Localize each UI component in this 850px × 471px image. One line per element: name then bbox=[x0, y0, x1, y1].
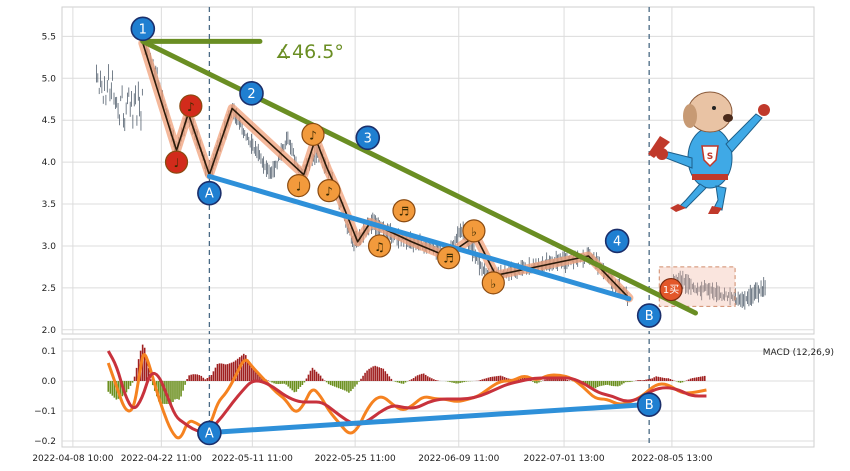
mascot-belt bbox=[692, 174, 728, 180]
wave-badge-label: B bbox=[645, 309, 654, 324]
wave-badge bbox=[130, 16, 156, 42]
mascot-emblem-shield bbox=[701, 145, 719, 168]
note-marker bbox=[301, 122, 325, 147]
macd-badges: AB bbox=[197, 392, 662, 446]
note-marker bbox=[317, 179, 341, 203]
note-markers: ♩ ♪ ♩ ♪ ♪ ♫ ♬ ♬ ♭ ♭ 1买 bbox=[164, 94, 683, 302]
wave-badge-label: 3 bbox=[364, 131, 372, 146]
note-marker-label: ♫ bbox=[374, 240, 385, 254]
x-tick-label: 2022-04-08 10:00 bbox=[32, 454, 113, 464]
note-marker-label: ♪ bbox=[325, 185, 333, 199]
note-marker bbox=[462, 219, 486, 243]
wave-badge-label: 4 bbox=[613, 234, 621, 249]
note-marker bbox=[392, 199, 416, 223]
superhero-dog-icon: S bbox=[648, 91, 770, 214]
wave-badge bbox=[355, 125, 381, 151]
buy-marker bbox=[659, 277, 683, 302]
mascot-nose bbox=[723, 114, 733, 122]
wave-badge bbox=[604, 228, 630, 254]
note-marker-label: ♩ bbox=[296, 180, 302, 194]
note-marker-label: ♪ bbox=[309, 128, 317, 142]
mascot-boot-right bbox=[708, 206, 722, 214]
trend-line bbox=[140, 38, 698, 316]
wave-badge-label: 1 bbox=[139, 22, 147, 37]
macd-badge bbox=[197, 420, 222, 446]
price-ytick-label: 2.5 bbox=[42, 284, 56, 294]
macd-ytick-label: 0.1 bbox=[42, 347, 56, 357]
macd-fast-line bbox=[106, 353, 707, 440]
note-marker bbox=[179, 94, 203, 118]
macd-trend-line bbox=[206, 401, 652, 436]
wave-badges: 1 2 3 4 A B bbox=[130, 16, 662, 328]
note-marker-label: ♭ bbox=[490, 277, 496, 291]
price-ytick-label: 3.0 bbox=[42, 242, 57, 252]
wave-badge bbox=[239, 81, 264, 106]
macd-histogram bbox=[107, 344, 706, 404]
macd-badge bbox=[636, 392, 662, 418]
note-marker-label: ♪ bbox=[187, 100, 195, 114]
price-ytick-label: 4.5 bbox=[42, 116, 56, 126]
wave-badge-label: 2 bbox=[247, 87, 255, 102]
note-marker bbox=[287, 173, 311, 198]
macd-ytick-label: 0.0 bbox=[42, 377, 57, 387]
x-tick-label: 2022-05-11 11:00 bbox=[212, 454, 293, 464]
price-ytick-label: 2.0 bbox=[42, 326, 57, 336]
macd-legend: MACD (12,26,9) bbox=[763, 348, 834, 358]
note-marker bbox=[367, 234, 392, 258]
mascot-ear bbox=[683, 104, 697, 128]
price-ytick-label: 4.0 bbox=[42, 158, 57, 168]
price-panel: 2.0 2.5 3.0 3.5 4.0 4.5 5.0 5.5 ∡46.5° ♩ ♪ ♩ ♪ ♪ ♫ ♬ ♬… bbox=[42, 6, 815, 336]
wave-badge bbox=[197, 180, 222, 206]
mascot-raised-arm bbox=[725, 113, 763, 153]
wave-badge bbox=[636, 303, 662, 328]
mascot-emblem: S bbox=[707, 152, 713, 162]
mascot-boot-left bbox=[670, 204, 686, 212]
trend-lines bbox=[140, 38, 698, 316]
x-tick-label: 2022-05-25 11:00 bbox=[315, 454, 396, 464]
mascot-eye bbox=[712, 106, 716, 110]
wave-badge-label: A bbox=[205, 187, 214, 202]
note-marker-label: ♬ bbox=[399, 205, 410, 219]
mascot-glove bbox=[656, 148, 668, 160]
macd-y-axis: 0.1 0.0 −0.1 −0.2 bbox=[34, 347, 56, 447]
x-tick-label: 2022-07-01 13:00 bbox=[524, 454, 605, 464]
price-ytick-label: 5.5 bbox=[42, 32, 56, 42]
note-marker bbox=[437, 246, 461, 270]
macd-ytick-label: −0.1 bbox=[34, 407, 56, 417]
macd-ytick-label: −0.2 bbox=[34, 437, 56, 447]
x-tick-label: 2022-08-05 13:00 bbox=[631, 454, 712, 464]
buy-marker-label: 1买 bbox=[663, 284, 679, 296]
angle-label: ∡46.5° bbox=[275, 41, 344, 63]
note-marker bbox=[164, 150, 189, 174]
x-axis: 2022-04-08 10:00 2022-04-22 11:00 2022-05-… bbox=[32, 454, 712, 464]
note-marker-label: ♬ bbox=[443, 252, 454, 266]
macd-divergence-line bbox=[206, 401, 652, 436]
macd-panel: 0.10.0−0.1−0.2 AB MACD (12,26,9) bbox=[34, 338, 834, 448]
macd-badge-label: B bbox=[645, 398, 654, 413]
macd-lines bbox=[106, 350, 707, 440]
price-ytick-label: 5.0 bbox=[42, 74, 57, 84]
macd-signal-line bbox=[106, 350, 707, 433]
x-tick-label: 2022-04-22 11:00 bbox=[121, 454, 202, 464]
mascot-fist bbox=[758, 104, 770, 116]
note-marker-label: ♩ bbox=[174, 156, 180, 170]
mascot-cape bbox=[648, 136, 670, 158]
note-marker bbox=[481, 271, 505, 295]
price-y-axis: 2.0 2.5 3.0 3.5 4.0 4.5 5.0 5.5 bbox=[42, 32, 57, 335]
macd-badge-label: A bbox=[205, 426, 214, 441]
x-tick-label: 2022-06-09 11:00 bbox=[418, 454, 499, 464]
price-ytick-label: 3.5 bbox=[42, 200, 56, 210]
note-marker-label: ♭ bbox=[471, 225, 477, 239]
trend-line bbox=[206, 173, 632, 302]
